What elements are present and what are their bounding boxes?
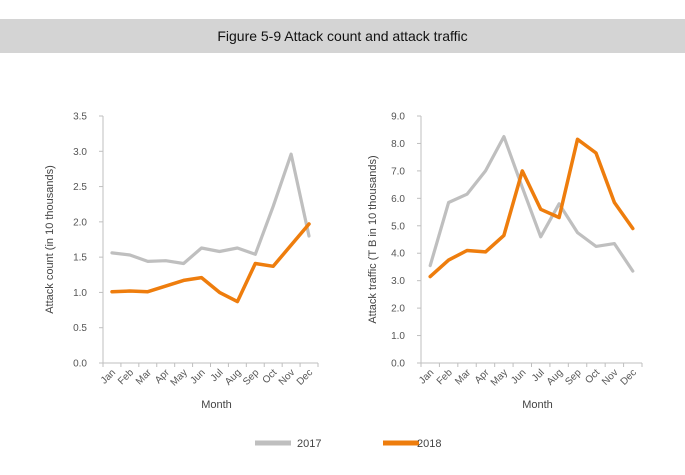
series-line-2017 [428, 135, 635, 273]
x-tick-label: Sep [241, 367, 262, 388]
y-tick-label: 4.0 [391, 249, 405, 260]
y-tick-label: 5.0 [391, 221, 405, 232]
x-tick-label: Aug [223, 367, 243, 387]
legend: 2017 2018 [255, 438, 441, 450]
x-tick-label: Jun [509, 367, 528, 386]
y-tick-label: 1.0 [391, 331, 405, 342]
y-tick-label: 1.0 [73, 288, 87, 299]
x-tick-label: Mar [134, 367, 154, 387]
x-tick-label: Feb [435, 367, 455, 387]
x-tick-label: Dec [619, 367, 639, 387]
series-line-2017 [110, 152, 311, 266]
y-tick-label: 6.0 [391, 194, 405, 205]
y-tick-label: 1.5 [73, 253, 87, 264]
y-tick-label: 0.5 [73, 323, 87, 334]
x-axis-title: Month [522, 399, 553, 411]
x-tick-label: May [489, 367, 510, 388]
x-tick-label: Oct [583, 367, 602, 386]
legend-label-2018: 2018 [417, 438, 441, 450]
x-tick-label: Jan [99, 367, 118, 386]
x-tick-label: Jun [188, 367, 207, 386]
y-tick-label: 2.5 [73, 182, 87, 193]
x-tick-label: Jul [530, 367, 547, 384]
x-tick-label: Nov [277, 367, 297, 387]
title-bar: Figure 5-9 Attack count and attack traff… [0, 19, 685, 53]
y-tick-label: 3.0 [391, 276, 405, 287]
x-tick-label: Sep [563, 367, 584, 388]
series-line-2018 [428, 137, 635, 279]
figure-title: Figure 5-9 Attack count and attack traff… [217, 28, 468, 44]
y-tick-label: 3.0 [73, 147, 87, 158]
y-tick-label: 2.0 [73, 217, 87, 228]
y-tick-label: 9.0 [391, 112, 405, 123]
y-tick-label: 8.0 [391, 139, 405, 150]
series-line-2018 [110, 222, 311, 304]
y-tick-label: 7.0 [391, 166, 405, 177]
y-axis-title: Attack count (in 10 thousands) [44, 165, 56, 314]
x-tick-label: Apr [473, 367, 492, 386]
x-tick-label: Mar [453, 367, 473, 387]
y-tick-label: 0.0 [391, 359, 405, 370]
x-axis-title: Month [201, 399, 232, 411]
y-tick-label: 3.5 [73, 112, 87, 123]
y-tick-label: 0.0 [73, 359, 87, 370]
x-tick-label: Feb [116, 367, 136, 387]
x-tick-label: Aug [545, 367, 565, 387]
x-tick-label: Jan [417, 367, 436, 386]
y-tick-label: 2.0 [391, 304, 405, 315]
x-tick-label: Jul [209, 367, 226, 384]
x-tick-label: Apr [153, 367, 172, 386]
x-tick-label: May [169, 367, 190, 388]
x-tick-label: Oct [261, 367, 280, 386]
y-axis-title: Attack traffic (T B in 10 thousands) [367, 155, 379, 323]
x-tick-label: Dec [295, 367, 315, 387]
legend-label-2017: 2017 [297, 438, 321, 450]
x-tick-label: Nov [600, 367, 620, 387]
